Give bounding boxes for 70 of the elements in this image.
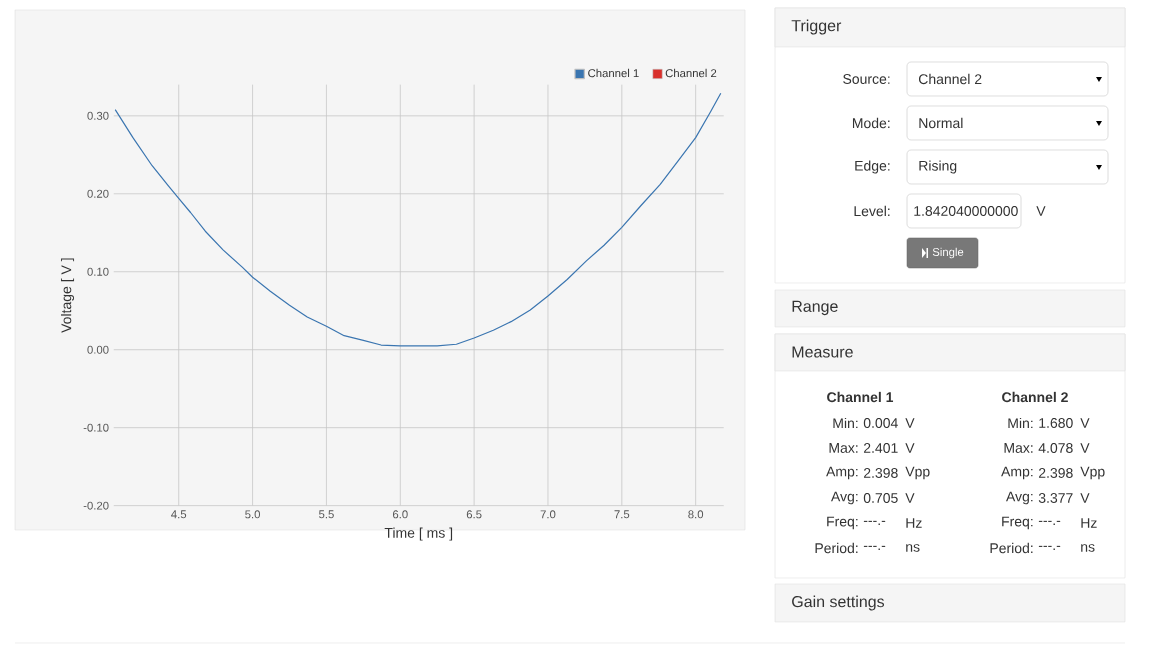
x-tick-label: 5.0	[245, 510, 260, 519]
y-tick-label: 0.30	[87, 111, 109, 120]
y-tick-label: -0.10	[83, 423, 109, 432]
text: ---.-	[863, 520, 886, 526]
text: Freq:	[827, 516, 858, 530]
text: Avg:	[831, 491, 858, 505]
text: V	[905, 443, 915, 453]
text: Max:	[829, 443, 858, 453]
text: 3.377	[1038, 493, 1073, 503]
text: Amp:	[826, 466, 858, 480]
text: Range	[792, 300, 838, 316]
text: Vpp	[905, 466, 930, 480]
text: 2.398	[863, 468, 898, 478]
text: Normal	[919, 117, 963, 129]
y-tick-label: 0.10	[87, 267, 109, 276]
text: Channel 1	[827, 391, 894, 403]
x-tick-label: 8.0	[688, 510, 704, 519]
text: V	[905, 418, 915, 428]
text: ---.-	[1038, 520, 1061, 526]
text: Measure	[792, 346, 853, 358]
legend-label: Channel 1	[588, 68, 639, 78]
source-note: Source:	[843, 74, 890, 84]
x-tick-label: 7.5	[614, 510, 630, 519]
text: Min:	[1008, 417, 1033, 429]
text: Period:	[990, 542, 1033, 554]
text: ns	[906, 544, 920, 552]
text: Avg:	[1006, 491, 1033, 505]
text: Channel 2	[918, 73, 982, 85]
text: Max:	[1004, 443, 1033, 453]
text: Amp:	[1001, 466, 1033, 480]
text: Level:	[854, 205, 890, 217]
text: Edge:	[855, 160, 890, 174]
text: 2.401	[863, 443, 898, 453]
x-tick-label: 6.5	[466, 510, 482, 519]
text: V	[1080, 443, 1090, 453]
text: Hz	[1081, 518, 1097, 528]
text: ---.-	[1038, 545, 1061, 551]
text: Gain settings	[792, 595, 885, 611]
legend-label: Channel 2	[665, 68, 717, 78]
text: Period:	[815, 542, 858, 554]
text: Trigger	[791, 19, 842, 35]
text: Freq:	[1002, 516, 1033, 530]
text: ---.-	[863, 545, 886, 551]
y-tick-label: 0.20	[87, 189, 109, 198]
text: ns	[1081, 544, 1095, 552]
text: Hz	[906, 518, 922, 528]
text: 0.004	[863, 418, 898, 428]
y-axis-title: Voltage [ V ]	[61, 258, 75, 333]
x-tick-label: 6.0	[392, 510, 408, 519]
text: Rising	[919, 160, 957, 174]
y-tick-label: -0.20	[83, 501, 109, 510]
text: V	[1080, 418, 1090, 428]
x-axis-title: Time [ ms ]	[384, 527, 453, 541]
x-tick-label: 5.5	[319, 510, 334, 519]
y-tick-label: 0.00	[87, 345, 109, 354]
x-tick-label: 4.5	[171, 510, 187, 519]
text: V	[1080, 493, 1090, 503]
text: Single	[932, 247, 964, 259]
text: V	[1036, 206, 1046, 216]
text: 2.398	[1038, 468, 1073, 478]
text: Min:	[833, 417, 858, 429]
text: 1.842040000000	[914, 206, 1018, 216]
x-tick-label: 7.0	[540, 510, 556, 519]
text: 4.078	[1038, 443, 1073, 453]
text: 0.705	[863, 493, 898, 503]
text: Vpp	[1080, 466, 1105, 480]
text: V	[905, 493, 915, 503]
text: Mode:	[852, 117, 890, 129]
text: Channel 2	[1002, 391, 1068, 403]
text: 1.680	[1039, 418, 1073, 428]
